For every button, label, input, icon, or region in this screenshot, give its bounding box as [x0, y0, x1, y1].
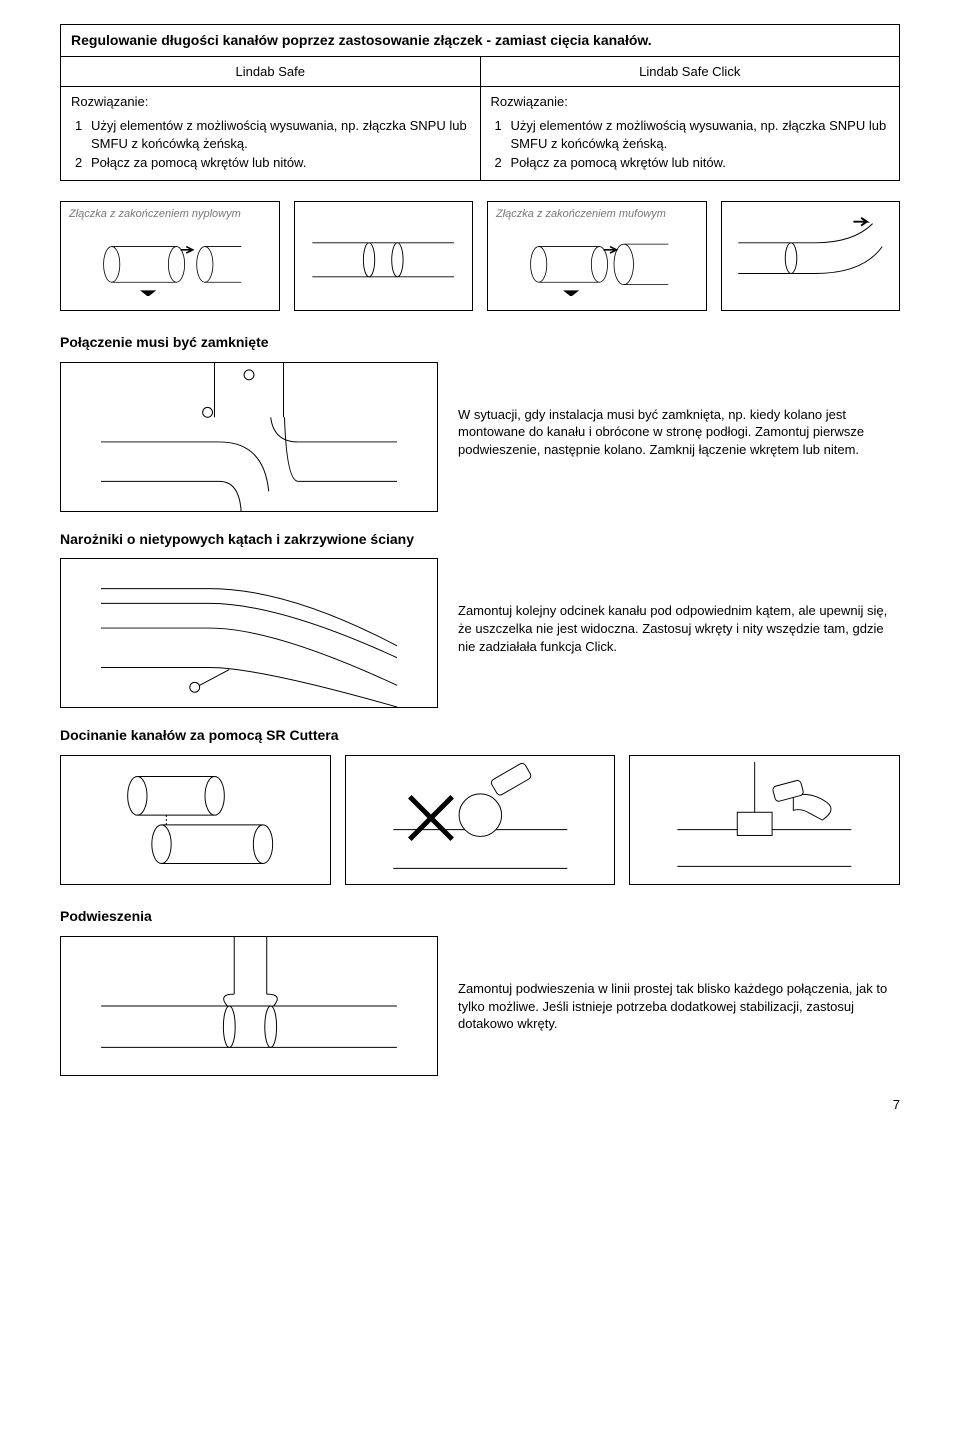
hangers-illustration-icon [61, 937, 437, 1075]
cutting-figures-row [60, 755, 900, 885]
figure-caption: Złączka z zakończeniem nyplowym [69, 208, 271, 221]
sr-cutter-icon [638, 762, 891, 878]
table-title: Regulowanie długości kanałów poprzez zas… [61, 25, 900, 57]
page-number: 7 [60, 1096, 900, 1114]
corners-text: Zamontuj kolejny odcinek kanału pod odpo… [458, 558, 900, 655]
figure-sr-cutter [629, 755, 900, 885]
item-text: Połącz za pomocą wkrętów lub nitów. [91, 154, 470, 172]
list-item: 1 Użyj elementów z możliwością wysuwania… [495, 117, 890, 152]
figure-elbow-hanger [60, 362, 438, 512]
figure-hangers [60, 936, 438, 1076]
solution-label-left: Rozwiązanie: [71, 93, 470, 111]
hangers-text: Zamontuj podwieszenia w linii prostej ta… [458, 936, 900, 1033]
item-number: 2 [75, 154, 91, 172]
figure-nipple-connector: Złączka z zakończeniem nyplowym [60, 201, 280, 311]
closed-connection-block: W sytuacji, gdy instalacja musi być zamk… [60, 362, 900, 512]
hangers-block: Zamontuj podwieszenia w linii prostej ta… [60, 936, 900, 1076]
elbow-illustration-icon [61, 363, 437, 511]
closed-connection-text: W sytuacji, gdy instalacja musi być zamk… [458, 362, 900, 459]
cut-segments-icon [69, 762, 322, 878]
figure-curved-wall [60, 558, 438, 708]
figure-cut-segments [60, 755, 331, 885]
table-col-right-header: Lindab Safe Click [480, 56, 900, 87]
section-heading-corners: Narożniki o nietypowych kątach i zakrzyw… [60, 530, 900, 549]
table-col-left-header: Lindab Safe [61, 56, 481, 87]
curved-wall-illustration-icon [61, 559, 437, 707]
solution-label-right: Rozwiązanie: [491, 93, 890, 111]
duct-illustration-icon [492, 232, 699, 297]
duct-illustration-icon [726, 214, 894, 300]
grinder-icon [354, 762, 607, 878]
table-right-cell: Rozwiązanie: 1 Użyj elementów z możliwoś… [480, 87, 900, 180]
section-heading-cutting: Docinanie kanałów za pomocą SR Cuttera [60, 726, 900, 745]
connector-figures-row: Złączka z zakończeniem nyplowym Złączka … [60, 201, 900, 311]
item-number: 1 [75, 117, 91, 152]
figure-muff-connector: Złączka z zakończeniem mufowym [487, 201, 707, 311]
cross-out-icon [401, 788, 461, 848]
item-number: 2 [495, 154, 511, 172]
section-heading-hangers: Podwieszenia [60, 907, 900, 926]
item-text: Użyj elementów z możliwością wysuwania, … [91, 117, 470, 152]
list-item: 1 Użyj elementów z możliwością wysuwania… [75, 117, 470, 152]
duct-illustration-icon [65, 232, 272, 297]
item-text: Użyj elementów z możliwością wysuwania, … [511, 117, 890, 152]
list-item: 2 Połącz za pomocą wkrętów lub nitów. [75, 154, 470, 172]
length-adjust-table: Regulowanie długości kanałów poprzez zas… [60, 24, 900, 181]
list-item: 2 Połącz za pomocą wkrętów lub nitów. [495, 154, 890, 172]
section-heading-closed: Połączenie musi być zamknięte [60, 333, 900, 352]
figure-caption: Złączka z zakończeniem mufowym [496, 208, 698, 221]
corners-block: Zamontuj kolejny odcinek kanału pod odpo… [60, 558, 900, 708]
duct-illustration-icon [299, 222, 467, 298]
figure-nipple-result [294, 201, 473, 311]
item-text: Połącz za pomocą wkrętów lub nitów. [511, 154, 890, 172]
figure-muff-result [721, 201, 900, 311]
table-left-cell: Rozwiązanie: 1 Użyj elementów z możliwoś… [61, 87, 481, 180]
item-number: 1 [495, 117, 511, 152]
figure-no-grinder [345, 755, 616, 885]
